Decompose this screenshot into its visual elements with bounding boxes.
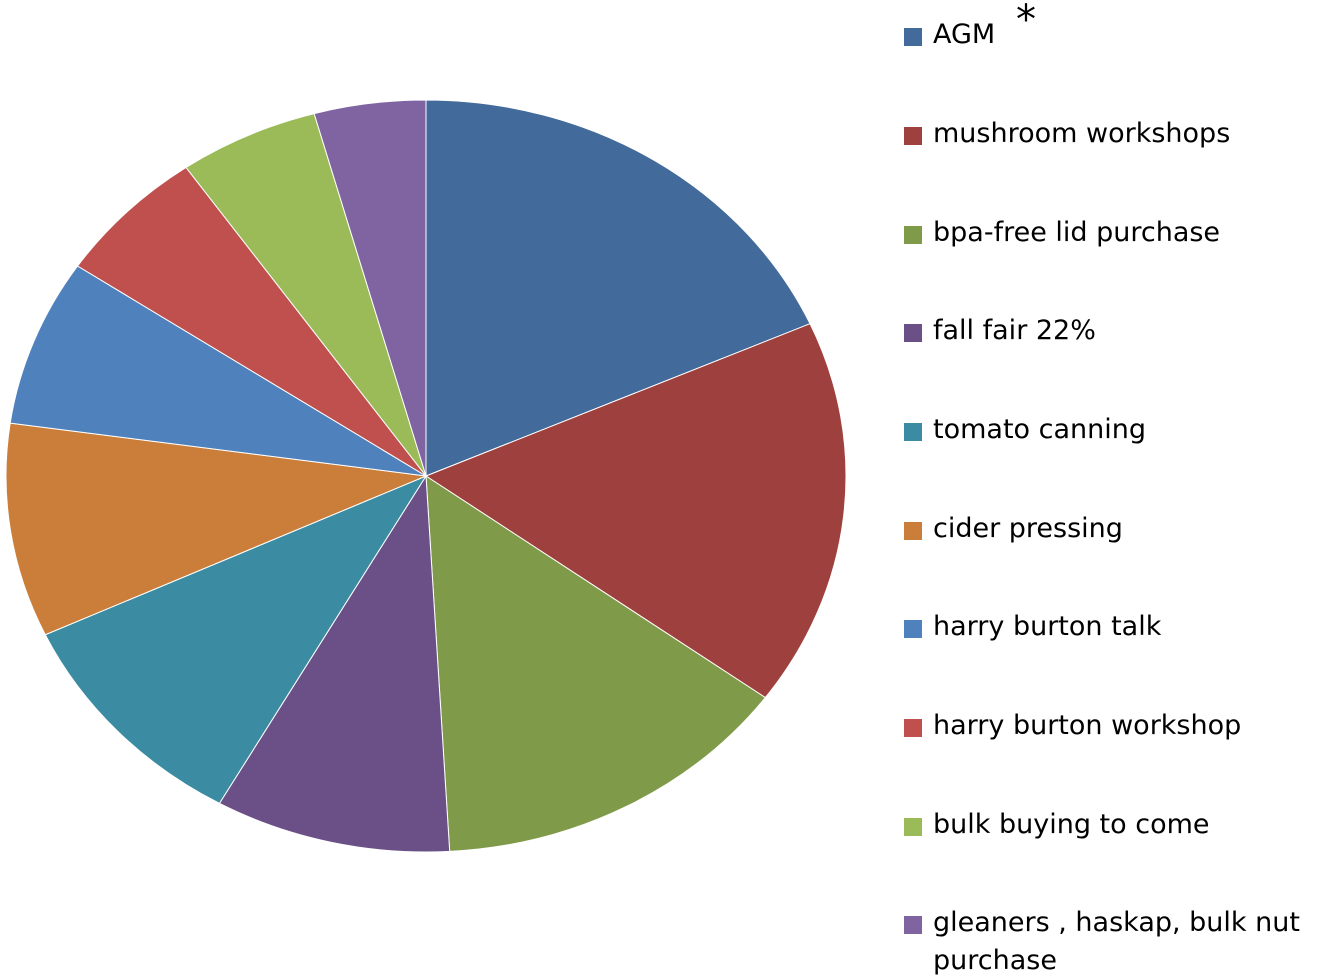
legend-label: fall fair 22% [933,315,1096,346]
pie-slice-tomato-canning [44,474,428,805]
legend-item-gleaners-haskap-bulk-nut-purchase: gleaners , haskap, bulk nut purchase [904,904,1334,980]
pie-chart [5,99,847,853]
legend-item-harry-burton-workshop: harry burton workshop [904,707,1334,745]
legend-label: bpa-free lid purchase [933,217,1221,248]
legend-item-agm: AGM [904,16,1334,54]
annotation-asterisk: * [1016,0,1036,43]
pie-slice-fall-fair-22 [218,474,451,853]
legend-swatch [904,620,922,638]
legend-item-fall-fair: fall fair 22% [904,312,1334,350]
pie-slice-harry-burton-talk [9,265,427,477]
pie-slice-gleaners-haskap-bulk-nut-purchase [313,99,427,477]
legend-swatch [904,423,922,441]
legend-label: harry burton workshop [933,710,1242,741]
legend-swatch [904,226,922,244]
legend-label: gleaners , haskap, bulk nut purchase [933,907,1300,976]
legend-item-bpa-free-lid-purchase: bpa-free lid purchase [904,214,1334,252]
legend-swatch [904,719,922,737]
pie-slice-cider-pressing [5,422,428,636]
legend-label: harry burton talk [933,611,1162,642]
legend-item-tomato-canning: tomato canning [904,411,1334,449]
pie-slice-harry-burton-workshop [76,166,427,477]
legend-label: mushroom workshops [933,118,1231,149]
legend-item-mushroom-workshops: mushroom workshops [904,115,1334,153]
legend-swatch [904,522,922,540]
legend-swatch [904,916,922,934]
pie-slice-bulk-buying-to-come [185,112,427,477]
legend-item-harry-burton-talk: harry burton talk [904,608,1334,646]
legend-label: cider pressing [933,513,1123,544]
legend-label: bulk buying to come [933,809,1210,840]
pie-slice-bpa-free-lid-purchase [425,475,767,852]
legend-item-cider-pressing: cider pressing [904,510,1334,548]
legend-label: tomato canning [933,414,1147,445]
legend-swatch [904,28,922,46]
pie-slice-agm [425,99,811,477]
pie-slice-mushroom-workshops [424,323,847,699]
legend-label: AGM [933,19,996,50]
legend-swatch [904,818,922,836]
legend-swatch [904,324,922,342]
legend-item-bulk-buying-to-come: bulk buying to come [904,806,1334,844]
legend-swatch [904,127,922,145]
